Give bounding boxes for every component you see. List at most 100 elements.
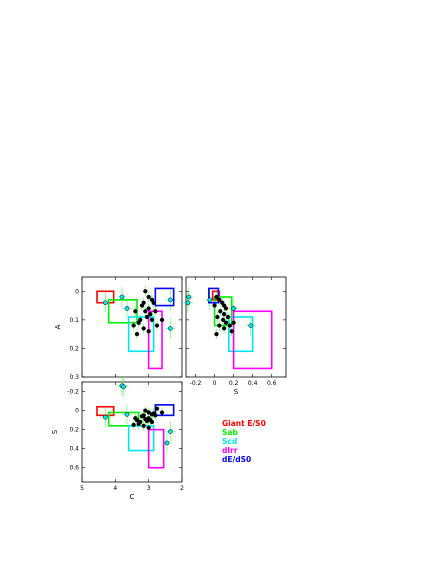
data-point xyxy=(153,413,158,418)
data-point xyxy=(218,309,223,314)
x-tick-label: 3 xyxy=(147,485,151,492)
x-tick-label: -0.2 xyxy=(190,380,202,387)
panel-c-vs-a: 0 0.1 0.2 0.3 A xyxy=(54,276,183,381)
data-point-cyan xyxy=(207,297,213,303)
data-point xyxy=(229,329,234,334)
data-point xyxy=(221,317,226,322)
data-point xyxy=(144,418,150,424)
x-axis-label: C xyxy=(130,493,135,501)
y-tick-label: 0.4 xyxy=(69,446,79,453)
data-point xyxy=(149,419,155,425)
data-point-cyan xyxy=(124,412,130,417)
data-point xyxy=(221,326,227,331)
data-point xyxy=(144,314,150,320)
legend-item: Giant E/S0 xyxy=(222,419,266,428)
data-point-cyan xyxy=(186,294,192,300)
panel-s-vs-a: -0.2 0 0.2 0.4 0.6 S xyxy=(182,276,287,396)
data-point-cyan xyxy=(167,297,173,303)
data-point xyxy=(153,309,158,314)
data-point xyxy=(223,306,229,311)
data-point xyxy=(227,323,232,328)
data-point xyxy=(217,297,222,302)
region-box xyxy=(213,296,233,327)
data-point xyxy=(146,410,151,415)
data-point-cyan xyxy=(185,300,191,306)
y-tick-label: 0.2 xyxy=(69,345,79,352)
data-point xyxy=(214,332,219,337)
data-point xyxy=(131,422,136,427)
data-point xyxy=(214,294,219,300)
data-point xyxy=(146,329,151,334)
data-point xyxy=(148,312,153,317)
x-tick-label: 0.4 xyxy=(248,380,258,387)
data-point xyxy=(154,323,160,328)
y-axis-label: S xyxy=(51,429,59,434)
data-point-cyan xyxy=(164,440,170,446)
y-tick-label: -0.2 xyxy=(67,389,79,396)
region-box xyxy=(154,287,175,307)
x-tick-label: 0.6 xyxy=(267,380,277,387)
data-point xyxy=(136,421,141,427)
region-box xyxy=(211,290,221,301)
data-point xyxy=(225,314,231,320)
legend-item: dE/dS0 xyxy=(222,455,251,464)
data-point xyxy=(141,423,146,428)
data-point xyxy=(212,303,217,308)
data-point-cyan xyxy=(167,429,173,434)
data-point xyxy=(139,303,145,308)
data-point xyxy=(141,326,146,331)
data-point xyxy=(146,425,151,430)
plot-frame xyxy=(81,276,183,378)
data-point xyxy=(133,309,138,314)
data-point xyxy=(143,289,148,294)
data-point xyxy=(134,332,140,337)
y-tick-label: 0 xyxy=(75,408,79,415)
legend-item: Scd xyxy=(222,437,237,446)
data-point xyxy=(146,306,151,311)
x-tick-label: 4 xyxy=(113,485,117,492)
data-point-cyan xyxy=(119,294,125,300)
plot-frame xyxy=(81,381,183,483)
data-point-cyan xyxy=(102,414,108,420)
data-point-cyan xyxy=(231,306,236,311)
data-point xyxy=(149,317,155,322)
data-point xyxy=(221,312,227,317)
x-tick-label: 0 xyxy=(213,380,217,387)
data-point-cyan xyxy=(167,326,173,331)
y-tick-label: 0.6 xyxy=(69,465,79,472)
data-point xyxy=(231,320,236,325)
data-point xyxy=(159,317,165,322)
legend-item: dIrr xyxy=(222,446,238,455)
data-point xyxy=(136,320,141,325)
region-box xyxy=(154,404,175,417)
data-point-cyan xyxy=(121,384,127,390)
data-point-cyan xyxy=(248,323,254,328)
data-point xyxy=(217,323,222,328)
plot-frame xyxy=(185,276,287,378)
region-box xyxy=(127,316,155,353)
region-box xyxy=(127,425,155,452)
x-tick-label: 2 xyxy=(180,485,184,492)
data-point xyxy=(143,309,148,314)
data-point xyxy=(223,320,229,325)
data-point xyxy=(215,314,220,320)
data-point xyxy=(146,294,151,300)
data-point xyxy=(134,417,140,423)
y-tick-label: 0.3 xyxy=(69,374,79,381)
y-tick-label: 0 xyxy=(75,288,79,295)
data-point xyxy=(159,410,165,415)
y-tick-label: 0.2 xyxy=(69,427,79,434)
data-point-cyan xyxy=(124,306,130,311)
data-point xyxy=(139,414,145,419)
data-point xyxy=(151,300,156,305)
data-point xyxy=(154,406,160,411)
legend-item: Sab xyxy=(222,428,238,437)
x-tick-label: 0.2 xyxy=(229,380,239,387)
region-box xyxy=(147,428,165,469)
data-point xyxy=(143,408,148,413)
y-tick-label: 0.1 xyxy=(69,317,79,324)
data-point-cyan xyxy=(102,300,108,306)
region-box xyxy=(208,287,220,304)
